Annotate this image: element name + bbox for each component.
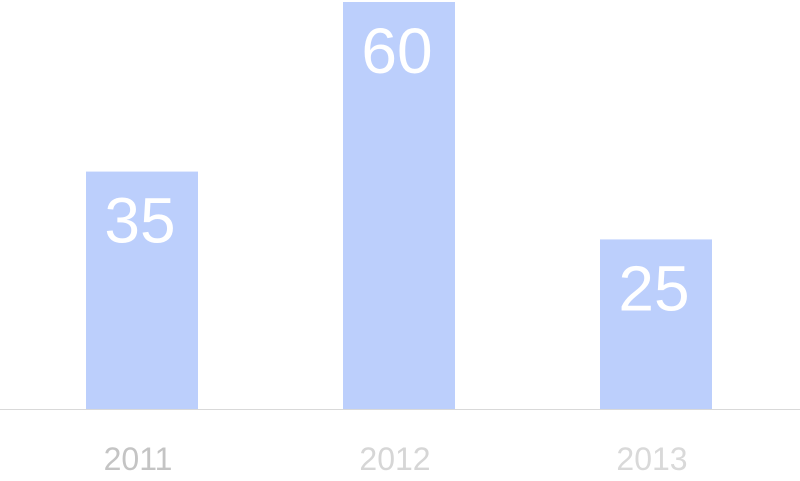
tick-labels-group: 2011 2012 2013 xyxy=(104,441,688,477)
bar-2013 xyxy=(600,239,712,409)
bar-2012 xyxy=(343,2,455,409)
tick-label-2013: 2013 xyxy=(616,441,687,477)
tick-label-2012: 2012 xyxy=(359,441,430,477)
bar-2011 xyxy=(86,171,198,409)
data-label-2013: 25 xyxy=(618,252,689,324)
bars-group xyxy=(86,2,712,409)
tick-label-2011: 2011 xyxy=(104,441,173,477)
data-label-2011: 35 xyxy=(104,185,175,257)
data-labels-group: 35 60 25 xyxy=(104,15,689,324)
data-label-2012: 60 xyxy=(361,15,432,87)
